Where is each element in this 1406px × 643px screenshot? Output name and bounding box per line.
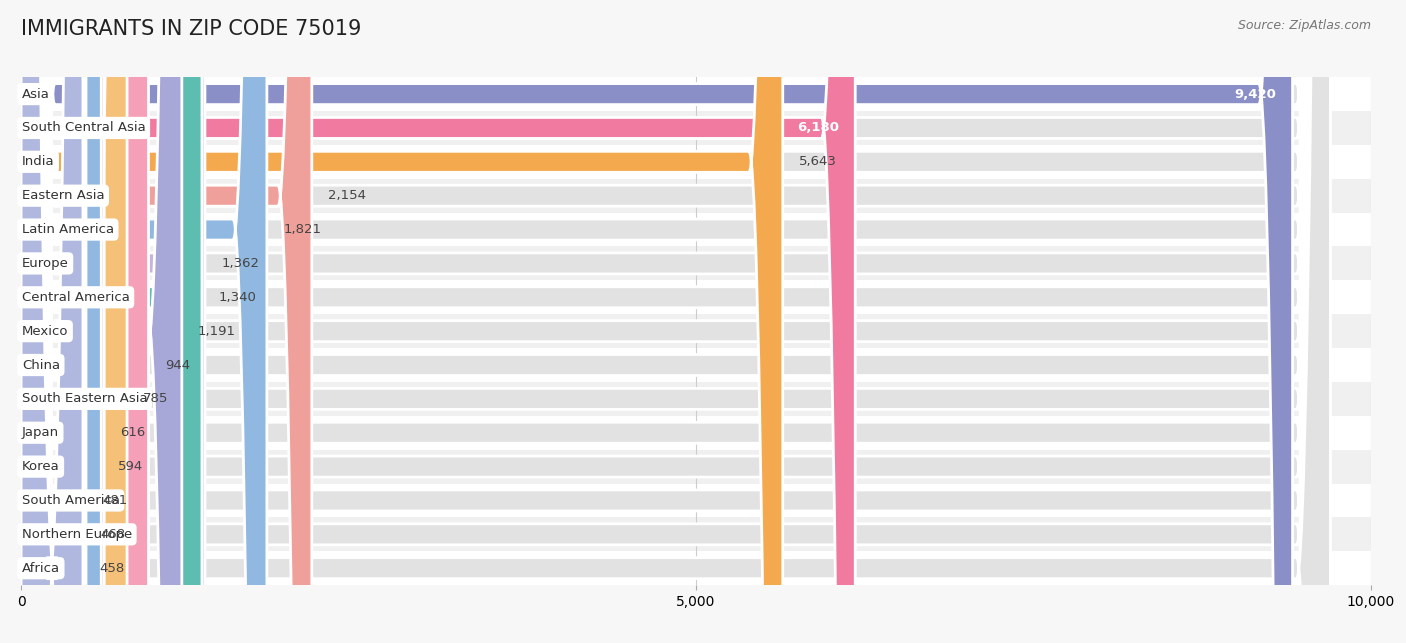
FancyBboxPatch shape	[21, 0, 783, 643]
FancyBboxPatch shape	[21, 0, 1330, 643]
Text: 468: 468	[100, 528, 125, 541]
FancyBboxPatch shape	[21, 0, 149, 643]
Bar	[0, 484, 1406, 518]
FancyBboxPatch shape	[21, 0, 1330, 643]
Text: IMMIGRANTS IN ZIP CODE 75019: IMMIGRANTS IN ZIP CODE 75019	[21, 19, 361, 39]
FancyBboxPatch shape	[21, 0, 1330, 643]
FancyBboxPatch shape	[21, 0, 83, 643]
FancyBboxPatch shape	[21, 0, 1330, 643]
Bar	[0, 449, 1406, 484]
FancyBboxPatch shape	[21, 0, 312, 643]
Text: 1,191: 1,191	[198, 325, 236, 338]
Text: Korea: Korea	[21, 460, 59, 473]
Text: Mexico: Mexico	[21, 325, 69, 338]
Bar	[0, 213, 1406, 246]
Bar	[0, 348, 1406, 382]
Text: Eastern Asia: Eastern Asia	[21, 189, 104, 202]
Text: 594: 594	[118, 460, 143, 473]
FancyBboxPatch shape	[21, 0, 84, 643]
Text: 1,362: 1,362	[221, 257, 259, 270]
FancyBboxPatch shape	[21, 0, 1292, 643]
Bar	[0, 551, 1406, 585]
FancyBboxPatch shape	[21, 0, 1330, 643]
FancyBboxPatch shape	[21, 0, 267, 643]
Bar	[0, 518, 1406, 551]
FancyBboxPatch shape	[21, 0, 1330, 643]
Text: Asia: Asia	[21, 87, 49, 100]
FancyBboxPatch shape	[21, 0, 1330, 643]
Text: South Eastern Asia: South Eastern Asia	[21, 392, 148, 405]
Text: South Central Asia: South Central Asia	[21, 122, 145, 134]
Bar	[0, 314, 1406, 348]
Text: Japan: Japan	[21, 426, 59, 439]
Text: South America: South America	[21, 494, 120, 507]
FancyBboxPatch shape	[21, 0, 1330, 643]
FancyBboxPatch shape	[21, 0, 1330, 643]
Text: Africa: Africa	[21, 562, 60, 575]
FancyBboxPatch shape	[21, 0, 1330, 643]
Bar	[0, 280, 1406, 314]
FancyBboxPatch shape	[21, 0, 86, 643]
Text: China: China	[21, 359, 60, 372]
Bar	[0, 416, 1406, 449]
FancyBboxPatch shape	[21, 0, 1330, 643]
FancyBboxPatch shape	[21, 0, 1330, 643]
Text: India: India	[21, 156, 55, 168]
FancyBboxPatch shape	[21, 0, 101, 643]
Text: 1,821: 1,821	[283, 223, 321, 236]
Text: 5,643: 5,643	[799, 156, 837, 168]
Text: Latin America: Latin America	[21, 223, 114, 236]
Text: 1,340: 1,340	[218, 291, 256, 303]
Bar	[0, 382, 1406, 416]
FancyBboxPatch shape	[21, 0, 1330, 643]
Text: 944: 944	[165, 359, 190, 372]
Text: 785: 785	[143, 392, 169, 405]
Text: 2,154: 2,154	[328, 189, 366, 202]
Text: Central America: Central America	[21, 291, 129, 303]
Bar	[0, 77, 1406, 111]
Text: 481: 481	[103, 494, 128, 507]
FancyBboxPatch shape	[21, 0, 127, 643]
Bar	[0, 246, 1406, 280]
FancyBboxPatch shape	[21, 0, 855, 643]
Bar	[0, 145, 1406, 179]
Text: 6,180: 6,180	[797, 122, 839, 134]
Text: Northern Europe: Northern Europe	[21, 528, 132, 541]
Bar	[0, 111, 1406, 145]
FancyBboxPatch shape	[21, 0, 202, 643]
FancyBboxPatch shape	[21, 0, 104, 643]
Text: Europe: Europe	[21, 257, 69, 270]
FancyBboxPatch shape	[21, 0, 205, 643]
Text: 616: 616	[121, 426, 146, 439]
Bar	[0, 179, 1406, 213]
Text: 458: 458	[98, 562, 124, 575]
FancyBboxPatch shape	[21, 0, 1330, 643]
FancyBboxPatch shape	[21, 0, 1330, 643]
Text: Source: ZipAtlas.com: Source: ZipAtlas.com	[1237, 19, 1371, 32]
Text: 9,420: 9,420	[1234, 87, 1277, 100]
FancyBboxPatch shape	[21, 0, 181, 643]
